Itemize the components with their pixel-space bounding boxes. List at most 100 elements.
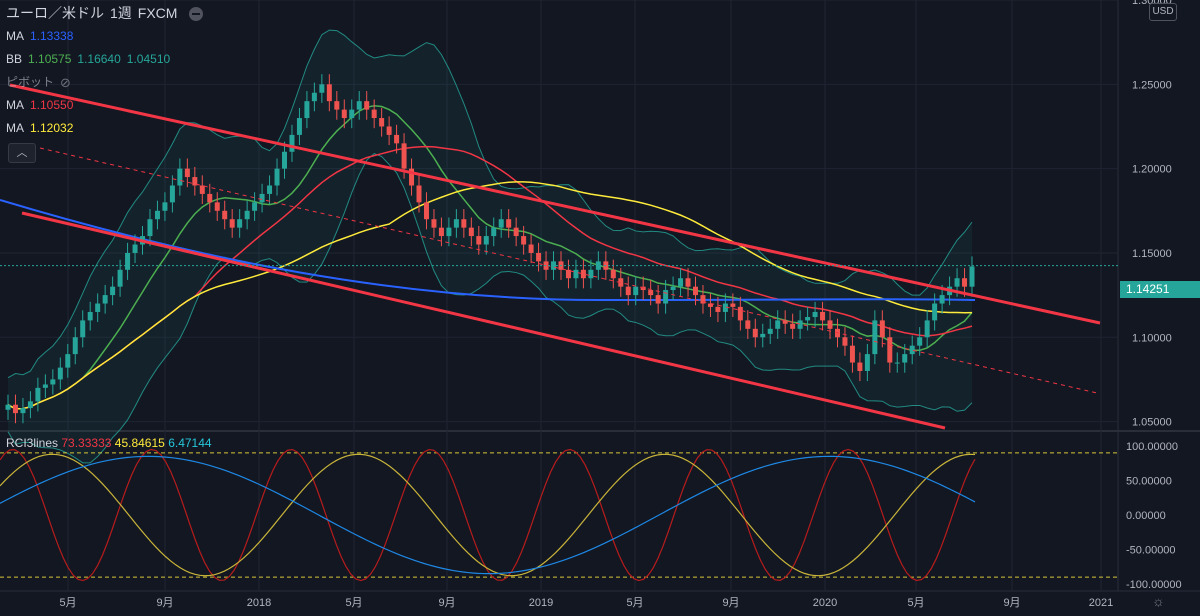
candle-body <box>386 126 392 135</box>
candle-body <box>872 320 878 355</box>
candle-body <box>909 345 915 355</box>
hidden-eye-icon[interactable]: ⊘ <box>60 75 71 90</box>
legend-row-ma-red[interactable]: MA 1.10550 <box>6 94 203 117</box>
legend-value: 1.12032 <box>30 121 74 135</box>
rci-name: RCI3lines <box>6 436 59 450</box>
candle-body <box>184 168 190 178</box>
candle-body <box>917 337 923 346</box>
candle-body <box>349 109 355 119</box>
settings-gear-icon[interactable]: ☼ <box>1152 593 1165 609</box>
candle-body <box>767 328 773 334</box>
candle-body <box>296 118 302 135</box>
interval-label[interactable]: 1週 <box>110 5 132 21</box>
price-tick-label: 1.05000 <box>1132 417 1172 429</box>
candle-body <box>364 101 370 110</box>
collapse-legend-button[interactable]: ︿ <box>8 143 36 163</box>
candle-body <box>401 143 407 169</box>
candle-body <box>259 193 265 203</box>
indicator-legend: ユーロ／米ドル 1週 FXCM MA 1.13338 BB 1.10575 1.… <box>6 2 204 140</box>
candle-body <box>790 323 796 329</box>
candle-body <box>50 379 56 385</box>
candle-body <box>341 109 347 119</box>
candle-body <box>431 219 437 228</box>
source-label: FXCM <box>137 5 178 21</box>
bollinger-basis <box>7 105 973 410</box>
candle-body <box>633 286 639 296</box>
candle-body <box>483 236 489 245</box>
candle-body <box>326 84 332 102</box>
candle-body <box>468 227 474 237</box>
currency-badge[interactable]: USD <box>1149 3 1177 21</box>
candle-body <box>805 317 811 321</box>
candle-body <box>237 219 243 228</box>
ma-blue-line <box>0 199 976 302</box>
symbol-header: ユーロ／米ドル 1週 FXCM <box>6 2 204 25</box>
candle-body <box>752 328 758 338</box>
bollinger-lower <box>7 152 973 464</box>
price-tick-label: 1.10000 <box>1132 332 1172 344</box>
candle-body <box>110 286 116 296</box>
candle-body <box>192 177 198 186</box>
legend-row-pivot[interactable]: ピボット ⊘ <box>6 71 203 94</box>
candle-body <box>722 303 728 312</box>
legend-row-ma-yellow[interactable]: MA 1.12032 <box>6 117 203 140</box>
channel-lower-line <box>21 211 946 430</box>
price-tick-label: 1.25000 <box>1132 79 1172 91</box>
candle-body <box>775 320 781 329</box>
time-tick-label: 2019 <box>529 597 553 609</box>
candle-body <box>820 311 826 321</box>
legend-value: 1.10550 <box>30 98 74 112</box>
candle-body <box>670 286 676 291</box>
candle-body <box>438 227 444 237</box>
time-tick-label: 5月 <box>345 597 362 609</box>
legend-value: 1.16640 <box>77 52 121 66</box>
candle-body <box>924 320 930 338</box>
time-tick-label: 5月 <box>907 597 924 609</box>
candle-body <box>737 306 743 321</box>
candle-body <box>685 278 691 287</box>
candle-body <box>640 286 646 291</box>
rci-tick-label: 100.00000 <box>1126 441 1178 453</box>
candle-body <box>521 236 527 245</box>
legend-value: 1.13338 <box>30 29 74 43</box>
legend-value: 1.10575 <box>28 52 72 66</box>
legend-row-ma-blue[interactable]: MA 1.13338 <box>6 25 203 48</box>
time-tick-label: 9月 <box>156 597 173 609</box>
candle-body <box>319 84 325 93</box>
candle-body <box>20 408 26 414</box>
candle-body <box>57 367 63 380</box>
hide-icon[interactable] <box>189 6 204 21</box>
candle-body <box>102 295 108 304</box>
channel-mid-line <box>39 147 1098 394</box>
rci-mid-line <box>0 453 976 577</box>
legend-name: ピボット <box>6 75 55 89</box>
candle-body <box>887 337 893 363</box>
candle-body <box>536 252 542 262</box>
candle-body <box>207 193 213 203</box>
candle-body <box>199 185 205 194</box>
candle-body <box>453 219 459 228</box>
candle-body <box>625 286 631 296</box>
candle-body <box>610 269 616 279</box>
legend-value: 1.04510 <box>126 52 171 66</box>
candle-body <box>969 266 975 287</box>
legend-row-bb[interactable]: BB 1.10575 1.16640 1.04510 <box>6 48 203 71</box>
rci-tick-label: 0.00000 <box>1126 510 1166 522</box>
candle-body <box>663 290 669 304</box>
candle-body <box>827 320 833 329</box>
candle-body <box>962 278 968 287</box>
rci-tick-label: -50.00000 <box>1126 545 1176 557</box>
candle-body <box>565 269 571 279</box>
candle-body <box>162 202 168 211</box>
rci-value-short: 73.33333 <box>61 436 112 450</box>
candle-body <box>311 92 317 102</box>
candle-body <box>95 303 101 312</box>
candle-body <box>117 269 123 287</box>
candle-body <box>797 320 803 329</box>
candle-body <box>760 333 766 338</box>
candle-body <box>543 261 549 270</box>
time-tick-label: 5月 <box>59 597 76 609</box>
legend-name: MA <box>6 98 24 112</box>
